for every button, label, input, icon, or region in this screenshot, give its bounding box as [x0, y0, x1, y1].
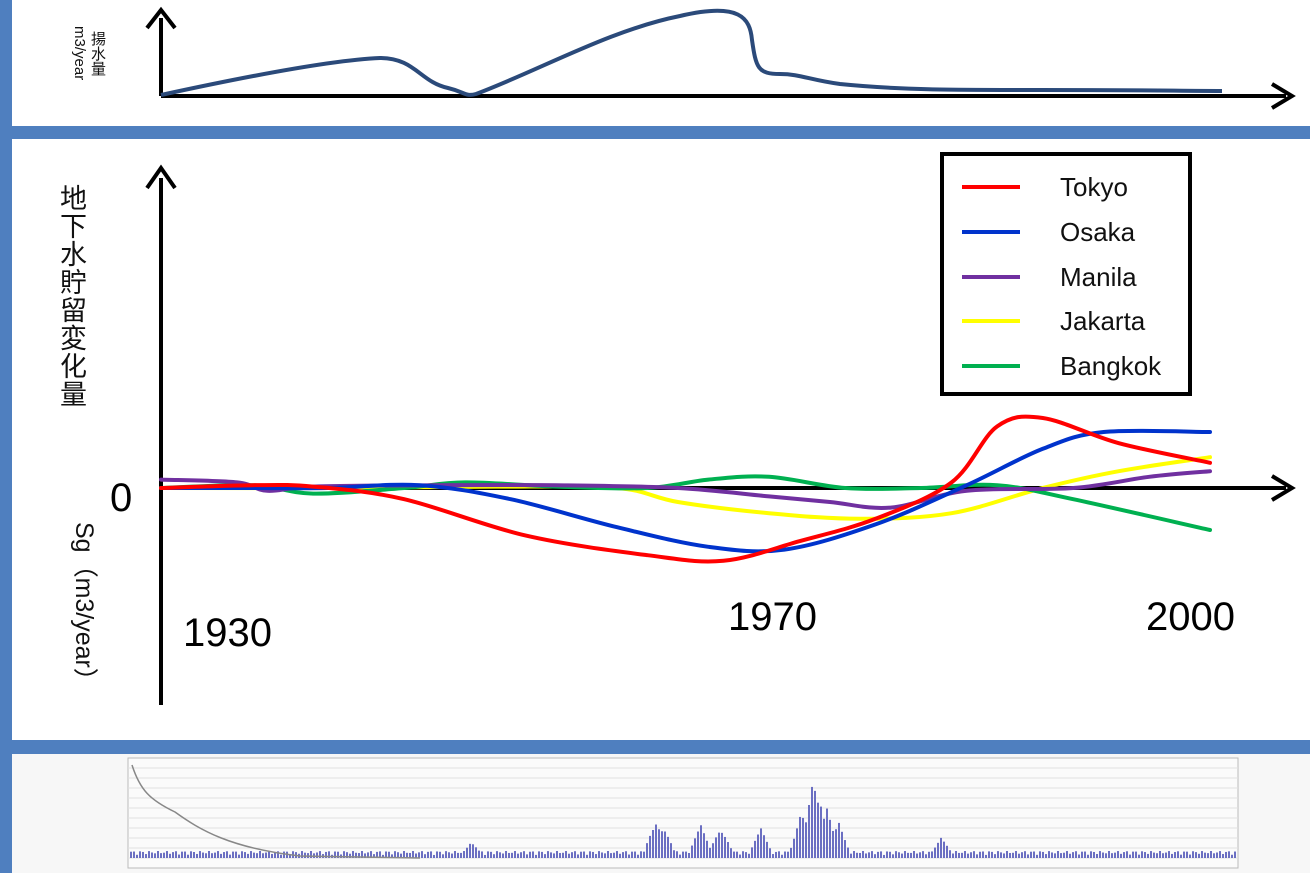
legend: Tokyo Osaka Manila Jakarta Bangkok	[940, 152, 1192, 396]
pumping-curve	[160, 8, 1223, 97]
legend-swatch	[962, 319, 1020, 323]
top-y-arrow	[145, 6, 177, 30]
legend-label: Manila	[1060, 261, 1137, 292]
x-tick-label: 2000	[1146, 595, 1235, 639]
zero-tick-label: 0	[110, 476, 133, 520]
legend-label: Bangkok	[1060, 350, 1162, 381]
legend-item: Tokyo	[962, 172, 1128, 202]
top-y-label-line2: m3/year	[71, 26, 88, 81]
mid-y-label-unit: Sg（m3/year）	[70, 522, 98, 693]
bottom-bars	[130, 786, 1236, 858]
legend-label: Jakarta	[1060, 305, 1146, 336]
legend-item: Bangkok	[962, 351, 1161, 381]
top-axes	[145, 6, 1296, 110]
mid-x-arrow	[1270, 474, 1296, 502]
legend-item: Manila	[962, 262, 1137, 292]
mid-y-arrow	[145, 164, 177, 190]
legend-label: Osaka	[1060, 216, 1136, 247]
series-line-tokyo	[159, 414, 1212, 564]
series-line-bangkok	[159, 474, 1212, 532]
top-y-label: 揚水量 m3/year	[70, 26, 106, 80]
series-line-osaka	[159, 428, 1212, 554]
legend-swatch	[962, 230, 1020, 234]
mid-y-label: 地下水貯留変化量	[56, 184, 86, 408]
top-x-arrow	[1270, 82, 1296, 110]
legend-item: Osaka	[962, 217, 1135, 247]
legend-swatch	[962, 275, 1020, 279]
x-tick-label: 1930	[183, 611, 272, 655]
top-y-label-line1: 揚水量	[89, 30, 106, 76]
bottom-mini-chart	[127, 757, 1239, 869]
bottom-decline-line	[131, 764, 421, 859]
x-tick-label: 1970	[728, 595, 817, 639]
series-layer	[159, 414, 1212, 564]
legend-swatch	[962, 185, 1020, 189]
legend-item: Jakarta	[962, 306, 1145, 336]
legend-swatch	[962, 364, 1020, 368]
legend-label: Tokyo	[1060, 171, 1128, 202]
bottom-plot-area	[127, 757, 1239, 869]
